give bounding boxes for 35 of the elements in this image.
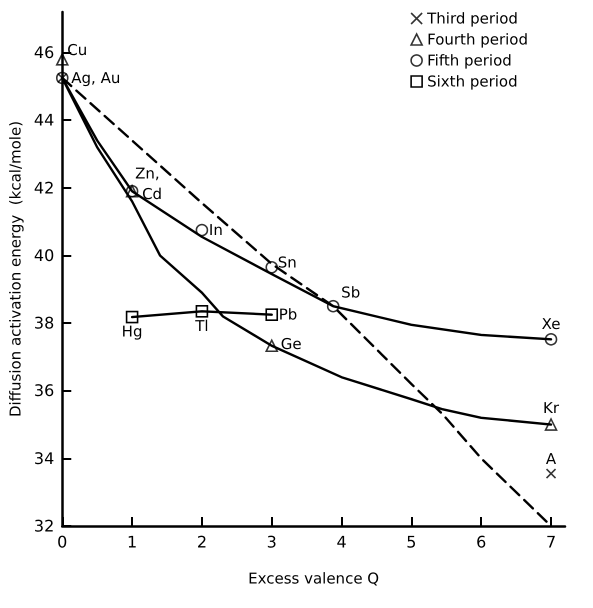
x-tick-label: 4 [336, 532, 347, 552]
annotation: A [546, 450, 557, 468]
annotation: Sn [278, 253, 297, 272]
x-tick-label: 7 [546, 532, 556, 552]
y-tick-label: 36 [34, 381, 54, 400]
legend-label: Fifth period [427, 52, 512, 70]
y-axis-title: Diffusion activation energy (kcal/mole) [6, 120, 24, 418]
annotation: Hg [122, 322, 142, 341]
legend-label: Fourth period [427, 30, 528, 48]
x-axis-title: Excess valence Q [248, 570, 380, 588]
legend-label: Third period [426, 10, 518, 28]
y-tick-label: 42 [34, 178, 54, 198]
y-tick-label: 32 [34, 516, 54, 536]
annotation: Xe [542, 314, 560, 333]
y-tick-label: 38 [34, 314, 54, 333]
annotation: Cd [142, 185, 162, 204]
x-tick-label: 6 [476, 532, 486, 552]
x-tick-label: 3 [266, 532, 277, 552]
x-tick-label: 1 [126, 532, 138, 552]
y-tick-label: 46 [34, 43, 54, 62]
x-tick-label: 5 [406, 532, 416, 552]
annotation: Sb [341, 284, 360, 302]
legend-label: Sixth period [427, 72, 518, 90]
annotation: Kr [543, 399, 560, 418]
x-tick-label: 2 [196, 532, 208, 552]
x-tick-label: 0 [57, 532, 68, 552]
annotation: Pb [278, 306, 298, 324]
annotation: Ag, Au [71, 68, 120, 87]
annotation: Ge [280, 334, 302, 353]
annotation: Tl [194, 316, 209, 335]
annotation: Zn, [135, 164, 160, 183]
y-tick-label: 34 [34, 448, 54, 468]
annotation: In [208, 221, 223, 240]
y-tick-label: 44 [34, 110, 54, 130]
y-tick-label: 40 [34, 246, 54, 265]
